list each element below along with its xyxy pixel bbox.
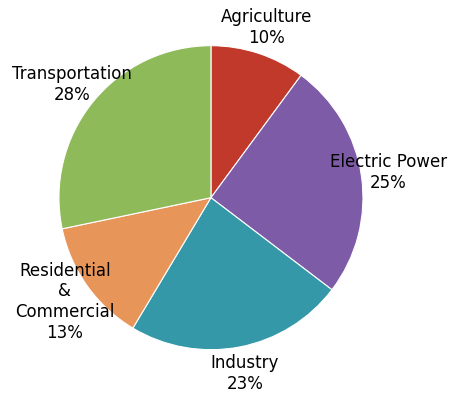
Text: Transportation
28%: Transportation 28% xyxy=(12,65,132,104)
Text: Electric Power
25%: Electric Power 25% xyxy=(330,153,447,192)
Text: Residential
&
Commercial
13%: Residential & Commercial 13% xyxy=(15,262,115,342)
Wedge shape xyxy=(62,198,211,328)
Text: Industry
23%: Industry 23% xyxy=(211,354,279,393)
Wedge shape xyxy=(211,46,301,198)
Wedge shape xyxy=(59,46,211,229)
Wedge shape xyxy=(133,198,332,350)
Wedge shape xyxy=(211,75,363,290)
Text: Agriculture
10%: Agriculture 10% xyxy=(221,8,313,47)
